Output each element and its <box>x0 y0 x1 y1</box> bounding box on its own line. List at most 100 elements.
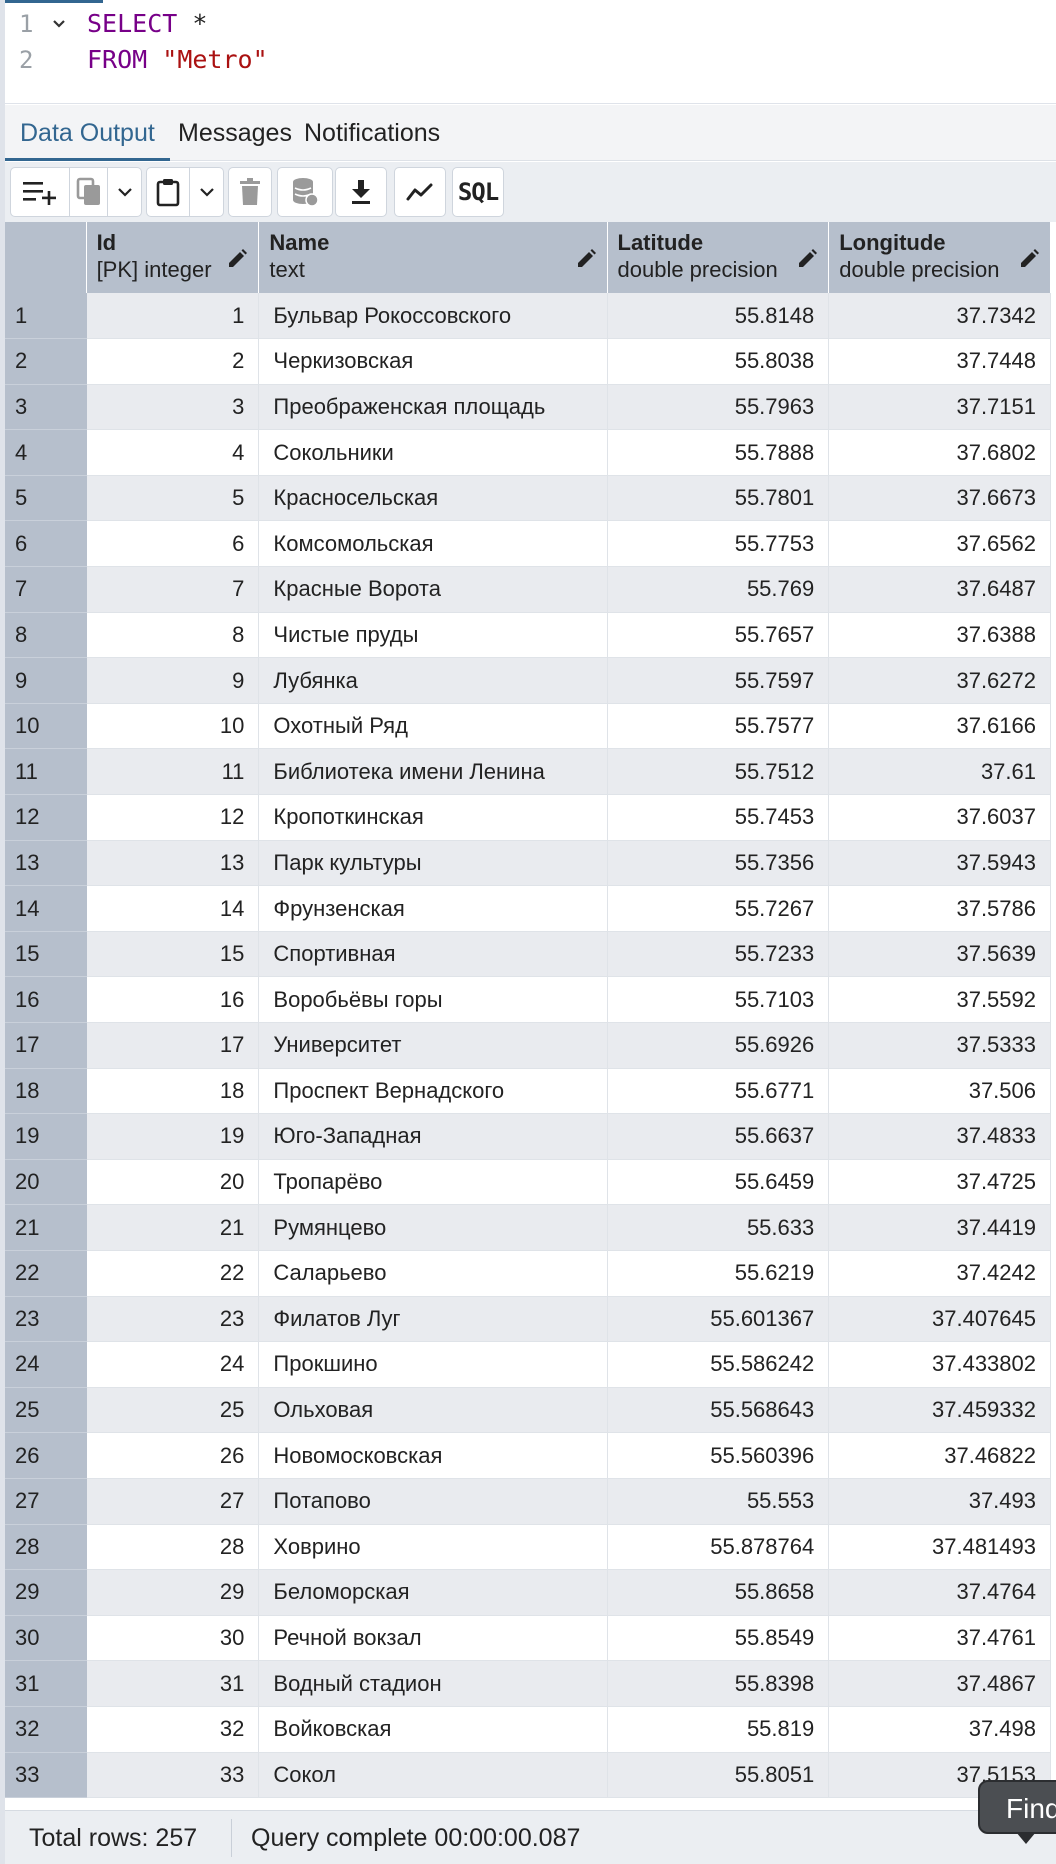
cell-name[interactable]: Речной вокзал <box>258 1615 608 1662</box>
row-number[interactable]: 27 <box>5 1478 87 1525</box>
cell-latitude[interactable]: 55.7103 <box>607 976 830 1023</box>
cell-latitude[interactable]: 55.8051 <box>607 1752 830 1799</box>
cell-name[interactable]: Охотный Ряд <box>258 703 608 750</box>
table-row[interactable]: 7 7 Красные Ворота 55.769 37.6487 <box>5 566 1051 613</box>
row-number[interactable]: 6 <box>5 520 87 568</box>
table-row[interactable]: 21 21 Румянцево 55.633 37.4419 <box>5 1204 1051 1251</box>
row-number[interactable]: 19 <box>5 1113 87 1160</box>
cell-name[interactable]: Тропарёво <box>258 1159 608 1206</box>
cell-longitude[interactable]: 37.5943 <box>828 840 1051 887</box>
row-number[interactable]: 7 <box>5 566 87 613</box>
pencil-icon[interactable] <box>1018 248 1040 270</box>
cell-id[interactable]: 15 <box>85 931 260 978</box>
cell-id[interactable]: 18 <box>85 1068 260 1115</box>
row-number[interactable]: 2 <box>5 338 87 385</box>
cell-name[interactable]: Красносельская <box>258 475 608 522</box>
cell-latitude[interactable]: 55.7577 <box>607 703 830 750</box>
cell-latitude[interactable]: 55.8398 <box>607 1660 830 1707</box>
cell-longitude[interactable]: 37.6562 <box>828 520 1051 568</box>
cell-id[interactable]: 29 <box>85 1569 260 1616</box>
table-row[interactable]: 30 30 Речной вокзал 55.8549 37.4761 <box>5 1615 1051 1662</box>
cell-id[interactable]: 14 <box>85 885 260 932</box>
cell-name[interactable]: Сокольники <box>258 429 608 476</box>
cell-id[interactable]: 17 <box>85 1022 260 1069</box>
cell-name[interactable]: Красные Ворота <box>258 566 608 613</box>
table-row[interactable]: 16 16 Воробьёвы горы 55.7103 37.5592 <box>5 976 1051 1023</box>
cell-longitude[interactable]: 37.6037 <box>828 794 1051 841</box>
row-number[interactable]: 18 <box>5 1068 87 1115</box>
cell-latitude[interactable]: 55.8658 <box>607 1569 830 1616</box>
cell-name[interactable]: Войковская <box>258 1706 608 1753</box>
table-row[interactable]: 19 19 Юго-Западная 55.6637 37.4833 <box>5 1113 1051 1160</box>
cell-name[interactable]: Новомосковская <box>258 1432 608 1479</box>
table-row[interactable]: 14 14 Фрунзенская 55.7267 37.5786 <box>5 885 1051 932</box>
table-row[interactable]: 12 12 Кропоткинская 55.7453 37.6037 <box>5 794 1051 841</box>
cell-latitude[interactable]: 55.7453 <box>607 794 830 841</box>
cell-id[interactable]: 27 <box>85 1478 260 1525</box>
cell-longitude[interactable]: 37.4833 <box>828 1113 1051 1160</box>
row-number[interactable]: 24 <box>5 1341 87 1388</box>
cell-id[interactable]: 22 <box>85 1250 260 1297</box>
row-number[interactable]: 23 <box>5 1296 87 1343</box>
table-row[interactable]: 13 13 Парк культуры 55.7356 37.5943 <box>5 840 1051 887</box>
row-number[interactable]: 11 <box>5 748 87 796</box>
find-button[interactable]: Find <box>978 1780 1056 1844</box>
cell-id[interactable]: 30 <box>85 1615 260 1662</box>
cell-id[interactable]: 11 <box>85 748 260 796</box>
cell-latitude[interactable]: 55.8038 <box>607 338 830 385</box>
paste-options-dropdown[interactable] <box>190 167 224 217</box>
row-number[interactable]: 21 <box>5 1204 87 1251</box>
cell-longitude[interactable]: 37.5592 <box>828 976 1051 1023</box>
table-row[interactable]: 26 26 Новомосковская 55.560396 37.46822 <box>5 1432 1051 1479</box>
row-number[interactable]: 30 <box>5 1615 87 1662</box>
cell-latitude[interactable]: 55.7753 <box>607 520 830 568</box>
cell-name[interactable]: Бульвар Рокоссовского <box>258 293 608 340</box>
cell-longitude[interactable]: 37.7342 <box>828 293 1051 340</box>
table-row[interactable]: 11 11 Библиотека имени Ленина 55.7512 37.61 <box>5 748 1051 796</box>
cell-id[interactable]: 20 <box>85 1159 260 1206</box>
cell-name[interactable]: Библиотека имени Ленина <box>258 748 608 796</box>
cell-latitude[interactable]: 55.6219 <box>607 1250 830 1297</box>
cell-id[interactable]: 16 <box>85 976 260 1023</box>
table-row[interactable]: 24 24 Прокшино 55.586242 37.433802 <box>5 1341 1051 1388</box>
cell-longitude[interactable]: 37.5333 <box>828 1022 1051 1069</box>
table-row[interactable]: 4 4 Сокольники 55.7888 37.6802 <box>5 429 1051 476</box>
row-number[interactable]: 15 <box>5 931 87 978</box>
cell-longitude[interactable]: 37.6673 <box>828 475 1051 522</box>
save-data-button[interactable] <box>277 167 333 217</box>
cell-latitude[interactable]: 55.6637 <box>607 1113 830 1160</box>
table-row[interactable]: 6 6 Комсомольская 55.7753 37.6562 <box>5 520 1051 568</box>
cell-id[interactable]: 6 <box>85 520 260 568</box>
cell-longitude[interactable]: 37.6166 <box>828 703 1051 750</box>
row-number[interactable]: 9 <box>5 657 87 704</box>
add-row-button[interactable] <box>10 167 70 217</box>
cell-longitude[interactable]: 37.6388 <box>828 612 1051 659</box>
cell-name[interactable]: Кропоткинская <box>258 794 608 841</box>
cell-id[interactable]: 24 <box>85 1341 260 1388</box>
table-row[interactable]: 17 17 Университет 55.6926 37.5333 <box>5 1022 1051 1069</box>
fold-chevron-icon[interactable] <box>51 16 67 32</box>
cell-id[interactable]: 21 <box>85 1204 260 1251</box>
table-row[interactable]: 8 8 Чистые пруды 55.7657 37.6388 <box>5 612 1051 659</box>
column-header-name[interactable]: Name text <box>258 222 608 293</box>
cell-id[interactable]: 33 <box>85 1752 260 1799</box>
cell-name[interactable]: Проспект Вернадского <box>258 1068 608 1115</box>
cell-latitude[interactable]: 55.6926 <box>607 1022 830 1069</box>
cell-name[interactable]: Потапово <box>258 1478 608 1525</box>
table-row[interactable]: 2 2 Черкизовская 55.8038 37.7448 <box>5 338 1051 385</box>
tab-notifications[interactable]: Notifications <box>304 119 441 147</box>
cell-name[interactable]: Комсомольская <box>258 520 608 568</box>
row-number[interactable]: 17 <box>5 1022 87 1069</box>
row-number[interactable]: 12 <box>5 794 87 841</box>
cell-id[interactable]: 5 <box>85 475 260 522</box>
sql-button[interactable]: SQL <box>452 167 504 217</box>
copy-button[interactable] <box>70 167 108 217</box>
row-number[interactable]: 14 <box>5 885 87 932</box>
column-header-id[interactable]: Id [PK] integer <box>86 222 260 293</box>
cell-latitude[interactable]: 55.7512 <box>607 748 830 796</box>
cell-name[interactable]: Фрунзенская <box>258 885 608 932</box>
cell-latitude[interactable]: 55.7233 <box>607 931 830 978</box>
cell-id[interactable]: 9 <box>85 657 260 704</box>
cell-longitude[interactable]: 37.4725 <box>828 1159 1051 1206</box>
table-row[interactable]: 3 3 Преображенская площадь 55.7963 37.7151 <box>5 384 1051 431</box>
